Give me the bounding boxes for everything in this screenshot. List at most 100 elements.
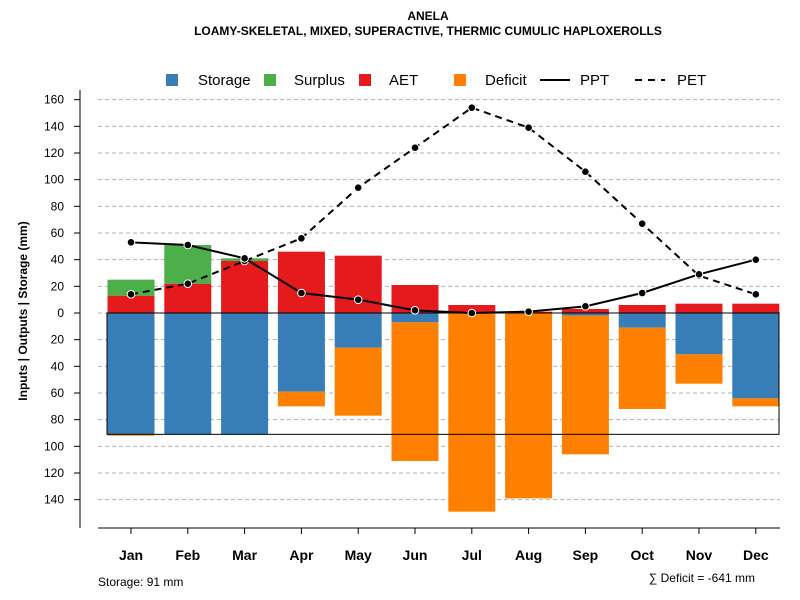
bar-aet-feb (164, 283, 212, 313)
bar-deficit-may (334, 347, 382, 416)
legend-label-surplus: Surplus (294, 72, 345, 89)
bar-deficit-jul (448, 313, 496, 512)
pet-line (130, 106, 757, 296)
ppt-point-may (353, 295, 363, 304)
chart-title: ANELA (407, 9, 449, 23)
legend-label-ppt: PPT (580, 72, 609, 89)
bar-aet-oct (618, 305, 666, 313)
bar-aet-dec (732, 303, 780, 313)
bar-storage-jan (107, 313, 155, 435)
ppt-point-jun (410, 306, 420, 315)
y-tick-label: 60 (51, 226, 65, 240)
bar-aet-nov (675, 303, 723, 313)
x-tick-label-oct: Oct (631, 547, 655, 563)
y-tick-label: 40 (51, 359, 65, 373)
legend-label-aet: AET (389, 72, 418, 89)
ppt-point-apr (297, 288, 306, 298)
deficit-note: ∑ Deficit = -641 mm (649, 571, 755, 585)
x-tick-label-mar: Mar (232, 547, 257, 563)
x-tick-label-dec: Dec (743, 547, 769, 563)
axes: 160 140 120 100 80 60 40 20 0 20 40 60 80 100 120 140 Ja… (44, 90, 780, 563)
bar-deficit-nov (675, 354, 723, 384)
y-axis-label: Inputs | Outputs | Storage (mm) (16, 221, 30, 400)
y-tick-label: 80 (51, 413, 65, 427)
ppt-line (130, 241, 757, 315)
legend-swatch-surplus (264, 74, 276, 86)
bars (107, 245, 780, 512)
legend-swatch-aet (359, 74, 371, 86)
y-tick-label: 40 (51, 253, 65, 267)
y-tick-label: 80 (51, 199, 65, 213)
x-tick-label-may: May (345, 547, 372, 563)
y-tick-label: 120 (44, 466, 64, 480)
bar-storage-nov (675, 313, 723, 355)
bar-deficit-sep (561, 315, 609, 455)
bar-deficit-jan (107, 434, 155, 436)
pet-point-jan (126, 290, 136, 299)
y-tick-label: 140 (44, 119, 64, 133)
x-tick-label-jun: Jun (403, 547, 428, 563)
y-tick-label: 100 (44, 439, 64, 453)
pet-point-jun (410, 143, 420, 152)
legend-label-pet: PET (677, 72, 706, 89)
x-tick-label-jan: Jan (119, 547, 143, 563)
bar-aet-jan (107, 295, 155, 313)
bar-storage-feb (164, 313, 212, 435)
y-tick-label: 160 (44, 93, 64, 107)
bar-deficit-apr (277, 391, 325, 407)
ppt-point-aug (524, 307, 533, 316)
y-tick-label: 0 (57, 306, 64, 320)
y-tick-label: 20 (51, 333, 65, 347)
ppt-point-jan (126, 238, 136, 247)
y-tick-label: 20 (51, 279, 65, 293)
x-tick-label-apr: Apr (289, 547, 314, 563)
legend-label-deficit: Deficit (485, 72, 528, 89)
bar-storage-dec (732, 313, 780, 399)
x-tick-label-jul: Jul (462, 547, 482, 563)
pet-point-sep (581, 167, 590, 176)
bar-aet-mar (221, 261, 269, 313)
x-tick-label-aug: Aug (515, 547, 542, 563)
bar-deficit-aug (505, 313, 553, 499)
ppt-point-oct (637, 288, 647, 298)
bar-storage-jun (391, 313, 439, 323)
lines (126, 103, 761, 318)
bar-storage-apr (277, 313, 325, 392)
legend-swatch-deficit (454, 74, 466, 86)
pet-point-aug (524, 123, 533, 132)
bar-aet-may (334, 255, 382, 313)
bar-deficit-oct (618, 327, 666, 409)
frame (106, 312, 780, 435)
legend-label-storage: Storage (198, 72, 251, 89)
pet-point-apr (297, 234, 306, 243)
ppt-point-sep (581, 302, 590, 311)
bar-storage-oct (618, 313, 666, 328)
x-tick-label-feb: Feb (175, 547, 200, 563)
pet-point-may (353, 183, 363, 192)
pet-point-jul (467, 103, 477, 112)
bar-storage-sep (561, 313, 609, 316)
bar-aet-sep (561, 309, 609, 313)
y-tick-label: 100 (44, 173, 64, 187)
pet-point-oct (637, 219, 647, 228)
bar-deficit-jun (391, 322, 439, 461)
ppt-point-jul (467, 308, 477, 318)
ppt-point-nov (694, 270, 704, 279)
x-tick-label-sep: Sep (573, 547, 599, 563)
bar-storage-may (334, 313, 382, 348)
bar-deficit-dec (732, 398, 780, 407)
ppt-point-feb (183, 240, 193, 250)
y-tick-label: 140 (44, 493, 64, 507)
ppt-point-dec (751, 255, 761, 264)
x-tick-label-nov: Nov (686, 547, 713, 563)
legend-swatch-storage (166, 74, 178, 86)
bar-storage-mar (221, 313, 269, 435)
chart-subtitle: LOAMY-SKELETAL, MIXED, SUPERACTIVE, THER… (194, 24, 662, 38)
y-tick-label: 60 (51, 386, 65, 400)
pet-point-feb (183, 279, 193, 288)
y-tick-label: 120 (44, 146, 64, 160)
storage-note: Storage: 91 mm (98, 575, 183, 589)
pet-point-dec (751, 290, 761, 299)
legend: Storage Surplus AET Deficit PPT PET (166, 72, 706, 89)
